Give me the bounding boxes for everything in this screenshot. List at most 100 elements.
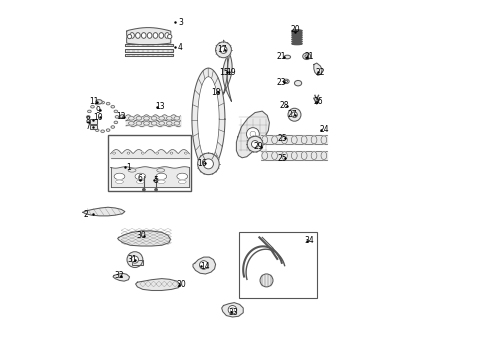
- Ellipse shape: [174, 117, 180, 120]
- Polygon shape: [125, 44, 173, 46]
- Ellipse shape: [301, 152, 307, 159]
- Text: 5: 5: [154, 176, 158, 185]
- Text: 26: 26: [314, 96, 323, 105]
- Text: 19: 19: [226, 68, 236, 77]
- Ellipse shape: [177, 173, 188, 180]
- Text: 18: 18: [211, 87, 220, 96]
- Ellipse shape: [151, 122, 157, 125]
- Ellipse shape: [128, 168, 136, 172]
- Ellipse shape: [136, 33, 140, 39]
- Ellipse shape: [262, 152, 268, 159]
- Circle shape: [228, 306, 237, 314]
- Text: 33: 33: [229, 308, 239, 317]
- Bar: [90, 125, 97, 130]
- Ellipse shape: [135, 173, 146, 180]
- Text: 11: 11: [90, 97, 99, 106]
- Polygon shape: [193, 257, 216, 274]
- Ellipse shape: [156, 173, 167, 180]
- Ellipse shape: [292, 36, 302, 38]
- Ellipse shape: [157, 168, 165, 172]
- Ellipse shape: [155, 189, 157, 190]
- Ellipse shape: [101, 130, 104, 132]
- Ellipse shape: [88, 121, 91, 123]
- Text: 24: 24: [319, 125, 329, 134]
- Text: 30: 30: [177, 280, 186, 289]
- Ellipse shape: [170, 152, 173, 154]
- Bar: [90, 120, 97, 124]
- Circle shape: [246, 128, 259, 140]
- Ellipse shape: [130, 33, 134, 39]
- Bar: [239, 232, 318, 298]
- Ellipse shape: [167, 117, 172, 120]
- Ellipse shape: [143, 189, 145, 190]
- Ellipse shape: [142, 33, 146, 39]
- Text: 21: 21: [276, 53, 286, 62]
- Ellipse shape: [284, 55, 291, 59]
- Polygon shape: [236, 111, 270, 158]
- Ellipse shape: [321, 152, 327, 159]
- Ellipse shape: [292, 34, 302, 36]
- Ellipse shape: [96, 100, 102, 104]
- Text: 34: 34: [305, 237, 315, 246]
- Polygon shape: [118, 231, 171, 246]
- Bar: [90, 120, 97, 124]
- Ellipse shape: [87, 116, 90, 118]
- Bar: [108, 135, 191, 191]
- Ellipse shape: [114, 173, 125, 180]
- Ellipse shape: [144, 117, 149, 120]
- Polygon shape: [126, 28, 171, 45]
- Text: 13: 13: [155, 102, 165, 111]
- Ellipse shape: [128, 122, 134, 125]
- Circle shape: [220, 46, 227, 53]
- Ellipse shape: [159, 122, 165, 125]
- Text: 16: 16: [197, 159, 207, 168]
- Text: 1: 1: [126, 163, 131, 172]
- Ellipse shape: [136, 122, 142, 125]
- Polygon shape: [314, 63, 322, 75]
- Ellipse shape: [292, 30, 302, 32]
- Text: 7: 7: [85, 122, 90, 131]
- Text: 31: 31: [127, 255, 137, 264]
- Ellipse shape: [114, 110, 118, 113]
- Polygon shape: [197, 77, 219, 161]
- Polygon shape: [223, 47, 231, 101]
- Text: 3: 3: [178, 18, 183, 27]
- Ellipse shape: [111, 105, 115, 108]
- Text: 10: 10: [93, 113, 103, 122]
- Circle shape: [127, 35, 132, 39]
- Text: 29: 29: [254, 142, 264, 151]
- Text: 2: 2: [83, 210, 88, 219]
- Ellipse shape: [120, 115, 125, 118]
- Text: 23: 23: [276, 78, 286, 87]
- Circle shape: [131, 256, 139, 263]
- Ellipse shape: [91, 126, 94, 128]
- Ellipse shape: [167, 122, 172, 125]
- Ellipse shape: [159, 117, 165, 120]
- Bar: [132, 260, 143, 265]
- Ellipse shape: [113, 152, 116, 154]
- Circle shape: [260, 274, 273, 287]
- Polygon shape: [125, 54, 173, 56]
- Ellipse shape: [292, 41, 302, 42]
- Text: 21: 21: [305, 53, 314, 62]
- Ellipse shape: [101, 101, 104, 104]
- Text: 20: 20: [291, 25, 300, 34]
- Text: 22: 22: [316, 68, 325, 77]
- Circle shape: [288, 108, 301, 121]
- Ellipse shape: [292, 136, 297, 144]
- Bar: [132, 260, 143, 265]
- Ellipse shape: [272, 152, 277, 159]
- Polygon shape: [125, 49, 173, 52]
- Text: 17: 17: [217, 45, 226, 54]
- Ellipse shape: [292, 39, 302, 40]
- Text: 25: 25: [278, 154, 288, 163]
- Circle shape: [292, 112, 297, 118]
- Ellipse shape: [141, 152, 144, 154]
- Polygon shape: [113, 273, 129, 281]
- Ellipse shape: [292, 43, 302, 45]
- Circle shape: [216, 42, 231, 58]
- Ellipse shape: [96, 102, 99, 105]
- Ellipse shape: [178, 180, 186, 184]
- Text: 6: 6: [138, 175, 143, 184]
- Circle shape: [247, 136, 263, 152]
